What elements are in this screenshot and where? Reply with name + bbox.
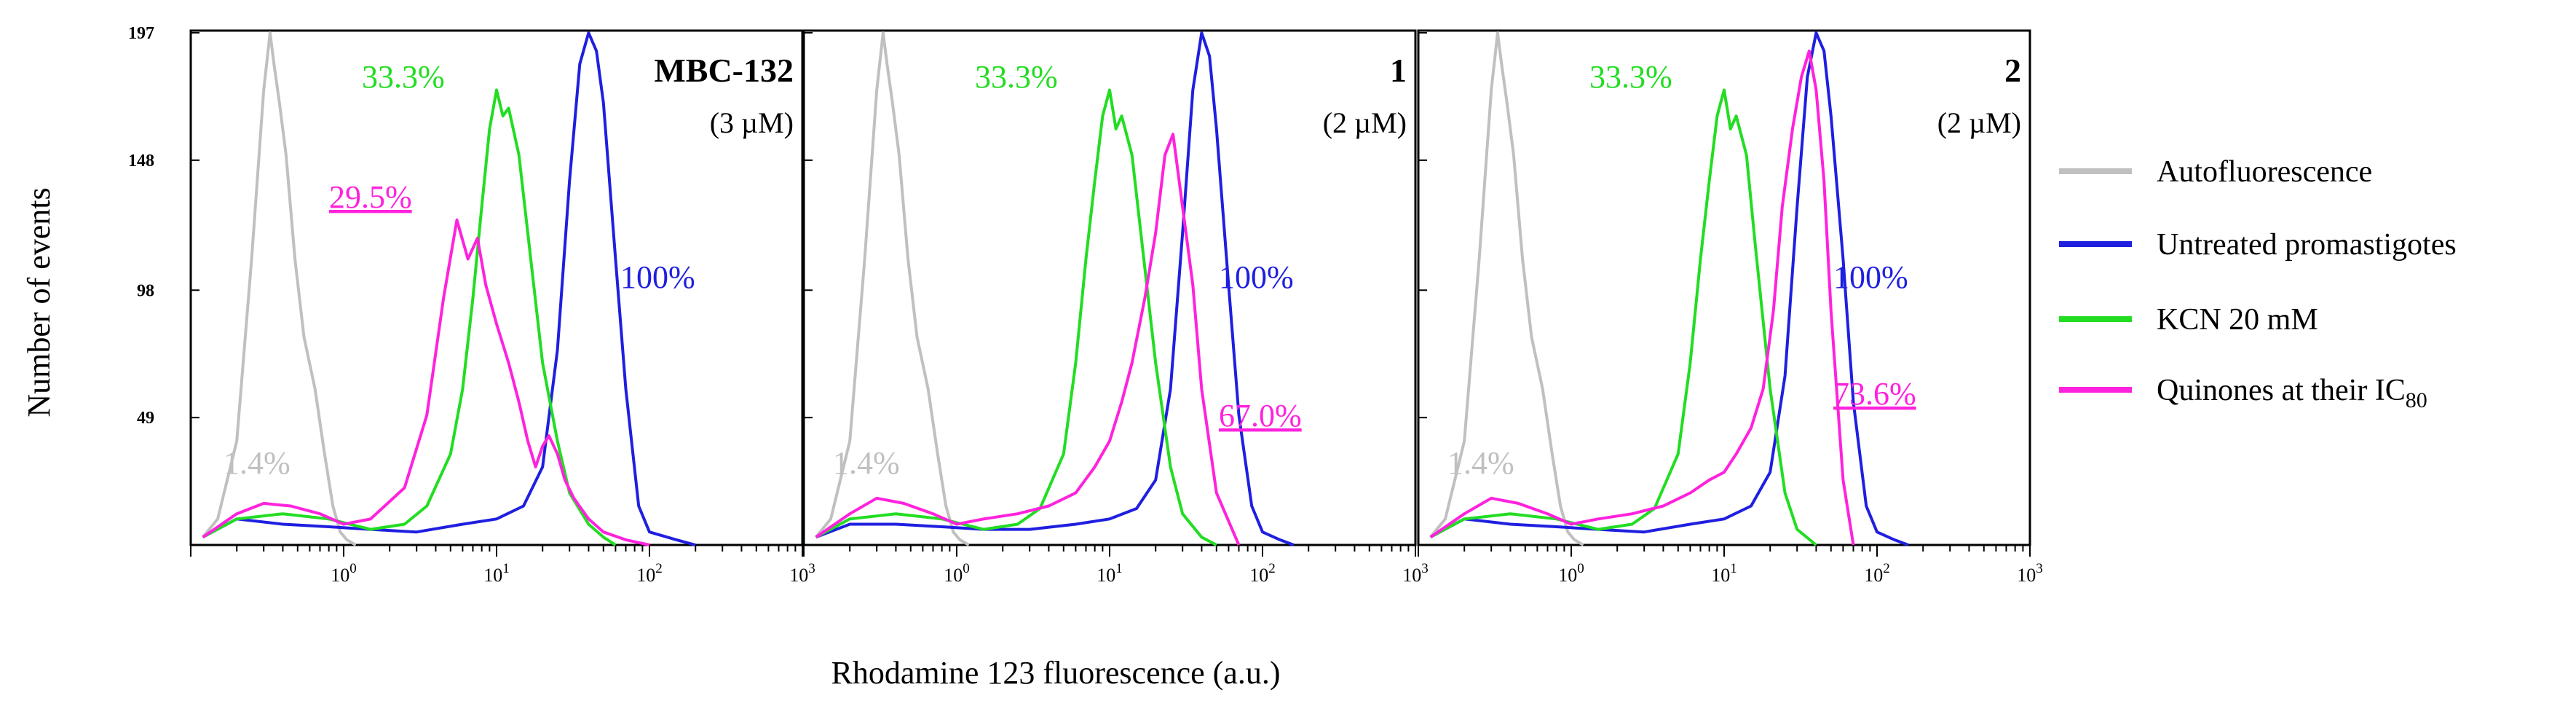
x-tick-label: 102 [1864, 561, 1890, 586]
legend-item: Autofluorescence [2059, 155, 2372, 189]
x-tick-label: 102 [1249, 561, 1276, 586]
panel-subtitle: (3 µM) [710, 106, 794, 139]
y-tick-label: 98 [137, 281, 154, 300]
x-tick-label: 103 [789, 561, 815, 586]
panel-title: 1 [1390, 52, 1407, 89]
annotation-autofluorescence: 1.4% [1447, 445, 1514, 481]
x-tick-label: 101 [1711, 561, 1737, 586]
x-tick-label: 100 [1558, 561, 1584, 586]
legend-item: KCN 20 mM [2059, 303, 2318, 337]
panel-subtitle: (2 µM) [1937, 106, 2021, 139]
series-quinones [202, 218, 650, 546]
y-tick-label: 49 [137, 409, 154, 428]
panel-title: MBC-132 [654, 52, 794, 89]
annotation-quinones: 29.5% [329, 179, 412, 215]
legend-label: KCN 20 mM [2157, 303, 2318, 337]
annotation-untreated: 100% [620, 259, 695, 295]
legend: Autofluorescence Untreated promastigotes K… [2059, 155, 2457, 412]
series-quinones [1429, 50, 1855, 546]
series-untreated [1429, 31, 1909, 546]
annotation-kcn: 33.3% [975, 59, 1058, 95]
annotation-autofluorescence: 1.4% [224, 445, 291, 481]
series-kcn [202, 88, 617, 546]
annotation-untreated: 100% [1219, 259, 1294, 295]
x-axis-label: Rhodamine 123 fluorescence (a.u.) [831, 655, 1281, 691]
annotation-kcn: 33.3% [1589, 59, 1672, 95]
annotation-quinones: 73.6% [1833, 376, 1916, 412]
legend-label: Untreated promastigotes [2157, 228, 2457, 262]
series-untreated [202, 31, 696, 546]
panel-mbc-132: 100 101 102 103 MBC-132 (3 µM) 1.4% 33.3% 29.5% 1… [189, 29, 815, 586]
series-untreated [815, 31, 1295, 546]
annotation-autofluorescence: 1.4% [833, 445, 900, 481]
legend-item: Quinones at their IC80 [2059, 374, 2427, 412]
x-tick-label: 100 [944, 561, 970, 586]
x-tick-label: 103 [2017, 561, 2043, 586]
x-tick-label: 103 [1402, 561, 1429, 586]
x-tick-label: 102 [636, 561, 663, 586]
annotation-quinones: 67.0% [1219, 398, 1302, 434]
y-tick-label: 148 [128, 152, 154, 170]
series-autofluorescence [1429, 31, 1584, 546]
x-tick-label: 100 [331, 561, 357, 586]
series-quinones [815, 133, 1241, 546]
panel-subtitle: (2 µM) [1323, 106, 1407, 139]
series-autofluorescence [815, 31, 970, 546]
legend-label: Autofluorescence [2157, 155, 2372, 189]
legend-item: Untreated promastigotes [2059, 228, 2457, 262]
y-axis-label: Number of events [21, 187, 57, 417]
panels: 100 101 102 103 MBC-132 (3 µM) 1.4% 33.3% 29.5% 1… [189, 29, 2043, 586]
panel-1: 100 101 102 103 1 (2 µM) 1.4% 33.3% 100% 67.0% [802, 29, 1429, 586]
panel-2: 100 101 102 103 2 (2 µM) 1.4% 33.3% 100% 73.6% [1417, 29, 2043, 586]
series-autofluorescence [202, 31, 357, 546]
legend-label: Quinones at their IC80 [2157, 374, 2427, 412]
y-tick-label: 197 [128, 24, 154, 43]
x-tick-label: 101 [483, 561, 510, 586]
annotation-kcn: 33.3% [362, 59, 445, 95]
x-tick-label: 101 [1097, 561, 1123, 586]
y-tick-labels: 49 98 148 197 [128, 24, 154, 428]
panel-title: 2 [2004, 52, 2021, 89]
annotation-untreated: 100% [1833, 259, 1908, 295]
